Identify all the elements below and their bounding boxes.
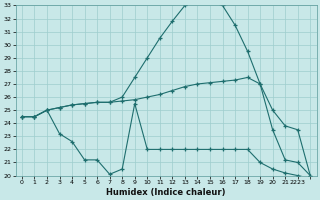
X-axis label: Humidex (Indice chaleur): Humidex (Indice chaleur) [106,188,226,197]
